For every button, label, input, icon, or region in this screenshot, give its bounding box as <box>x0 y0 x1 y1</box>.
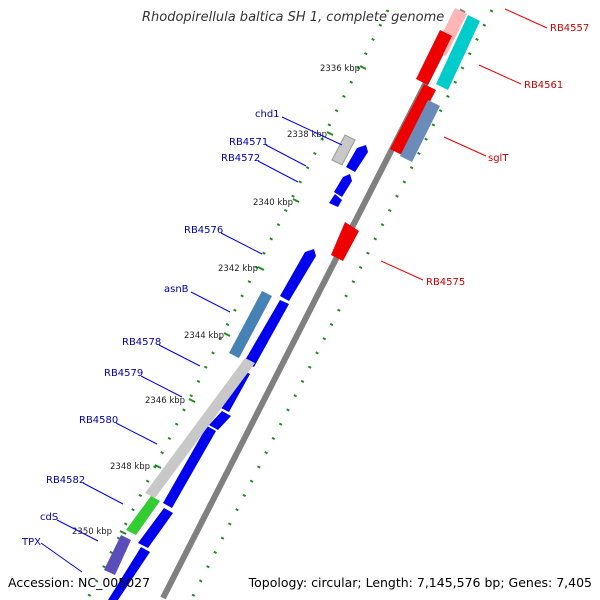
tick-marks <box>119 65 367 535</box>
map-title: Rhodopirellula baltica SH 1, complete ge… <box>142 10 445 25</box>
label-rb4571[interactable]: RB4571 <box>229 137 268 148</box>
label-rb4576[interactable]: RB4576 <box>184 225 223 236</box>
label-rb4557[interactable]: RB4557 <box>550 23 589 34</box>
gene-tpx-2 <box>108 547 150 600</box>
tick-label-2342: 2342 kbp <box>218 264 258 274</box>
accession-label: Accession: NC_005027 <box>8 575 151 590</box>
gene-rb4579 <box>209 411 231 430</box>
gene-cdS <box>138 508 173 548</box>
forward-strand <box>104 134 368 600</box>
gene-rb4580 <box>163 426 216 508</box>
label-cdS[interactable]: cdS <box>40 512 58 523</box>
tick-label-2340: 2340 kbp <box>253 198 293 208</box>
label-rb4579[interactable]: RB4579 <box>104 368 143 379</box>
label-rb4561[interactable]: RB4561 <box>524 80 563 91</box>
tick-label-2344: 2344 kbp <box>184 331 224 341</box>
tick-label-2348: 2348 kbp <box>110 462 150 472</box>
gene-rb4582 <box>126 496 160 535</box>
forward-labels: chd1 RB4571 RB4572 RB4576 asnB RB4578 RB… <box>21 109 343 573</box>
gene-rb4572 <box>329 194 342 207</box>
tick-label-2336: 2336 kbp <box>320 64 360 74</box>
label-chd1[interactable]: chd1 <box>255 109 280 120</box>
tick-label-2338: 2338 kbp <box>287 130 327 140</box>
gene-sglT-red <box>390 84 436 155</box>
tick-labels: 2336 kbp 2338 kbp 2340 kbp 2342 kbp 2344… <box>72 64 360 537</box>
gene-rb4576 <box>280 249 316 301</box>
reverse-strand <box>331 8 480 261</box>
genome-summary: Topology: circular; Length: 7,145,576 bp… <box>248 575 592 590</box>
label-tpx[interactable]: TPX <box>21 537 41 548</box>
label-rb4578[interactable]: RB4578 <box>122 337 161 348</box>
gene-tpx <box>104 535 131 575</box>
gene-sglT <box>400 100 440 162</box>
gene-chd1-ghost <box>331 134 356 166</box>
gene-rb4571 <box>334 174 352 197</box>
gene-rb4561 <box>436 15 480 90</box>
label-rb4582[interactable]: RB4582 <box>46 475 85 486</box>
label-rb4580[interactable]: RB4580 <box>79 415 118 426</box>
label-rb4575[interactable]: RB4575 <box>426 277 465 288</box>
label-asnB[interactable]: asnB <box>164 284 189 295</box>
gene-asnB <box>244 300 289 367</box>
label-sglT[interactable]: sglT <box>488 153 509 164</box>
inner-tick-ring-right <box>190 9 494 599</box>
reverse-labels: RB4557 RB4561 sglT RB4575 <box>380 8 589 288</box>
tick-label-2346: 2346 kbp <box>145 396 185 406</box>
gene-gray-forward <box>145 358 255 498</box>
gene-rb4557-main <box>416 30 452 85</box>
gene-asnB-ghost <box>229 291 272 358</box>
gene-rb4575 <box>331 222 359 261</box>
gene-chd1 <box>346 145 368 172</box>
tick-label-2350: 2350 kbp <box>72 527 112 537</box>
label-rb4572[interactable]: RB4572 <box>221 153 260 164</box>
